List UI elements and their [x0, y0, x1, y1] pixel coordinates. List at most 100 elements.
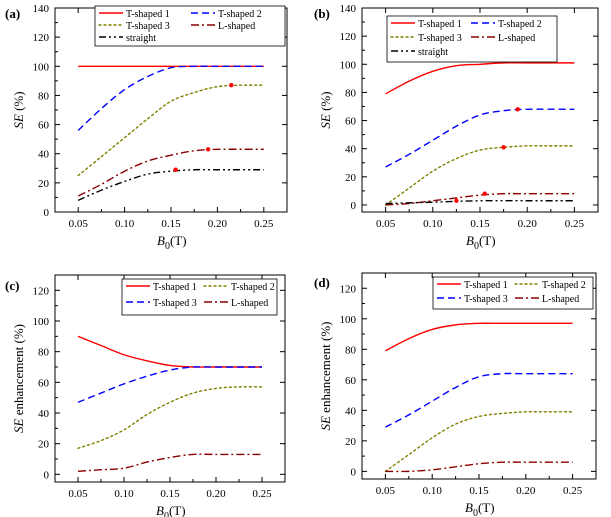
y-tick-label: 120	[340, 31, 357, 43]
y-tick-label: 120	[340, 283, 357, 295]
panel-a-y-axis-label: SE (%)	[11, 91, 26, 128]
series-line-straight	[385, 199, 575, 205]
y-axis-label-main: SE	[11, 419, 26, 434]
panel-a: (a) 0 20 40 60 80 100 120 140 0.05 0.10 0.15 0.20 0.2…	[5, 3, 288, 252]
series-line-t-shaped-2	[385, 108, 575, 168]
panel-d-label: (d)	[314, 275, 330, 290]
x-tick-label: 0.15	[469, 485, 489, 497]
series-line-t-shaped-3	[385, 372, 573, 428]
x-axis-label-main: B	[157, 233, 165, 248]
x-tick-label: 0.20	[208, 218, 228, 230]
series-line-t-shaped-1	[385, 322, 573, 352]
y-tick-label: 40	[38, 149, 50, 161]
y-tick-label: 140	[340, 3, 357, 15]
legend-label-l-shaped: L-shaped	[231, 298, 268, 309]
panel-c-x-axis-label: B0(T)	[156, 503, 186, 517]
y-tick-label: 0	[351, 466, 357, 478]
legend-label-t-shaped-2: T-shaped 2	[498, 19, 542, 30]
y-tick-label: 60	[38, 120, 50, 132]
legend-label-t-shaped-3: T-shaped 3	[153, 298, 197, 309]
y-axis-label-unit: (%)	[11, 91, 26, 114]
x-axis-label-subscript: 0	[473, 508, 478, 517]
panel-b: (b) 0 20 40 60 80 100 120 140 0.05 0.10 0.15 0.20 0.2…	[314, 3, 599, 252]
x-tick-label: 0.25	[563, 485, 583, 497]
highlight-marker	[515, 107, 520, 112]
legend-label-l-shaped: L-shaped	[542, 294, 579, 305]
x-axis-label-subscript: 0	[474, 241, 479, 252]
highlight-marker	[454, 198, 459, 203]
legend-label-l-shaped: L-shaped	[498, 33, 535, 44]
x-tick-label: 0.20	[206, 488, 226, 500]
legend-label-t-shaped-3: T-shaped 3	[126, 21, 170, 32]
y-tick-label: 80	[38, 347, 50, 359]
y-tick-label: 80	[345, 344, 357, 356]
series-line-t-shaped-1	[77, 335, 262, 368]
legend-label-straight: straight	[418, 47, 448, 58]
panel-b-x-axis-label: B0(T)	[466, 233, 496, 252]
x-axis-label-unit: (T)	[170, 233, 187, 248]
legend-label-l-shaped: L-shaped	[218, 21, 255, 32]
legend-label-straight: straight	[126, 33, 156, 44]
highlight-marker	[229, 83, 234, 88]
x-tick-label: 0.05	[68, 488, 88, 500]
panel-b-y-axis-label: SE (%)	[318, 91, 333, 128]
y-tick-label: 40	[345, 405, 357, 417]
y-axis-label-unit: enhancement (%)	[318, 321, 333, 416]
series-line-l-shaped	[77, 453, 263, 472]
x-axis-label-unit: (T)	[169, 503, 186, 517]
y-axis-label-unit: enhancement (%)	[11, 324, 26, 419]
panel-d-y-axis-label: SE enhancement (%)	[318, 321, 333, 430]
x-tick-label: 0.25	[565, 218, 585, 230]
panel-c-legend-box	[121, 278, 278, 316]
y-tick-label: 20	[345, 436, 357, 448]
series-line-t-shaped-2	[77, 386, 263, 449]
series-line-l-shaped	[385, 461, 573, 473]
x-axis-label-main: B	[465, 500, 473, 515]
y-tick-label: 60	[345, 116, 357, 128]
y-tick-label: 0	[44, 469, 50, 481]
series-line-l-shaped	[77, 148, 264, 197]
y-tick-label: 120	[33, 32, 50, 44]
x-tick-label: 0.10	[423, 218, 443, 230]
x-tick-label: 0.10	[114, 488, 134, 500]
x-tick-label: 0.20	[518, 218, 538, 230]
y-tick-label: 60	[38, 377, 50, 389]
y-tick-label: 0	[351, 200, 357, 212]
legend-label-t-shaped-3: T-shaped 3	[418, 33, 462, 44]
panel-a-legend-box	[94, 5, 286, 47]
y-tick-label: 120	[33, 285, 50, 297]
y-tick-label: 100	[340, 59, 357, 71]
legend-label-t-shaped-2: T-shaped 2	[231, 282, 275, 293]
highlight-marker	[501, 145, 506, 150]
highlight-marker	[173, 167, 178, 172]
y-tick-label: 40	[345, 144, 357, 156]
legend-label-t-shaped-1: T-shaped 1	[418, 19, 462, 30]
y-tick-label: 20	[345, 172, 357, 184]
y-tick-label: 140	[33, 3, 50, 15]
y-tick-label: 20	[38, 439, 50, 451]
panel-a-label: (a)	[5, 6, 20, 21]
x-tick-label: 0.25	[254, 218, 274, 230]
panel-d-legend-box	[432, 276, 594, 310]
y-tick-label: 80	[38, 90, 50, 102]
x-tick-label: 0.05	[69, 218, 89, 230]
x-tick-label: 0.05	[376, 218, 396, 230]
y-tick-label: 100	[33, 61, 50, 73]
y-tick-label: 80	[345, 87, 357, 99]
legend-label-t-shaped-1: T-shaped 1	[464, 280, 508, 291]
panel-b-label: (b)	[314, 6, 330, 21]
x-axis-label-unit: (T)	[479, 233, 496, 248]
panel-c-y-axis-label: SE enhancement (%)	[11, 324, 26, 433]
x-axis-label-subscript: 0	[165, 241, 170, 252]
legend-label-t-shaped-1: T-shaped 1	[126, 9, 170, 20]
x-tick-label: 0.10	[423, 485, 443, 497]
series-line-t-shaped-3	[384, 145, 576, 206]
x-tick-label: 0.05	[376, 485, 396, 497]
y-tick-label: 0	[44, 207, 50, 219]
series-line-t-shaped-3	[77, 84, 265, 177]
y-tick-label: 100	[33, 316, 50, 328]
panel-d-x-axis-label: B0(T)	[465, 500, 495, 517]
series-line-l-shaped	[385, 192, 575, 206]
